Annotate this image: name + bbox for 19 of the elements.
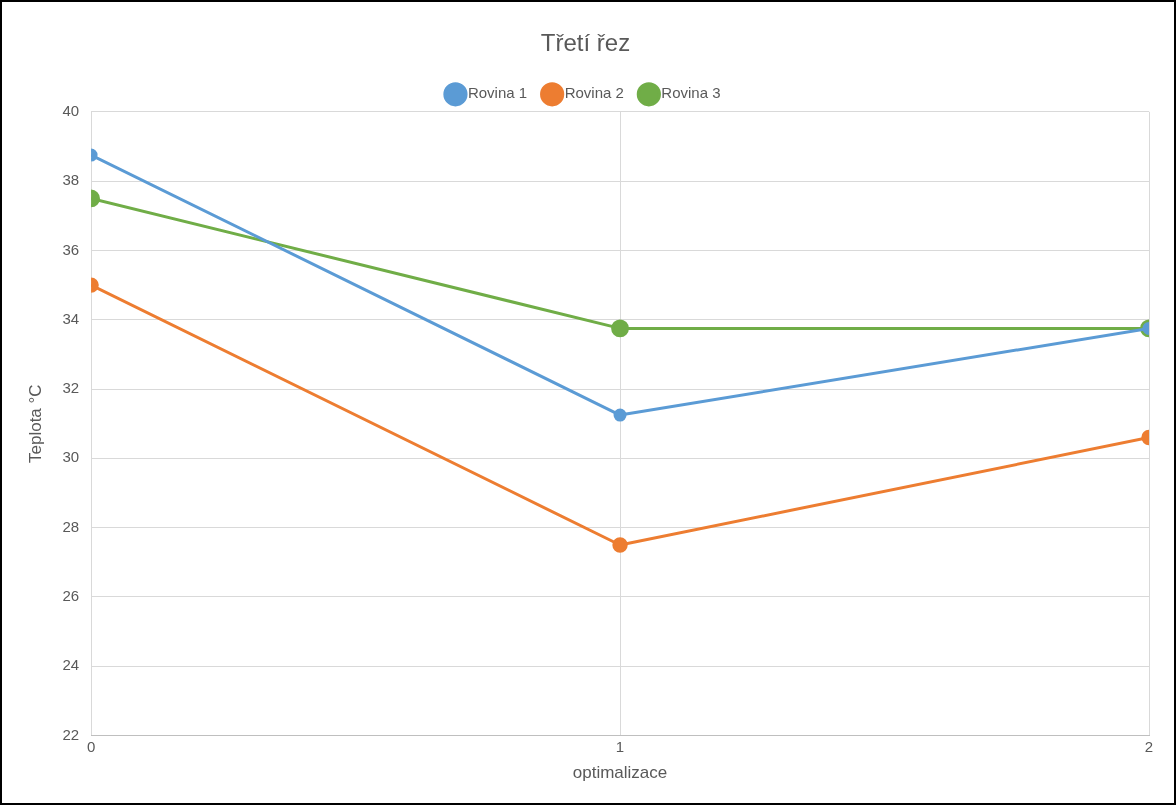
y-tick-label: 36 — [62, 240, 80, 258]
y-tick-label: 28 — [62, 517, 80, 535]
chart-title: Třetí řez — [540, 29, 631, 57]
legend-label: Rovina 2 — [564, 84, 624, 102]
y-tick-label: 22 — [62, 725, 80, 743]
legend-label: Rovina 1 — [467, 84, 528, 102]
x-tick-label: 1 — [615, 737, 625, 755]
y-tick-label: 32 — [62, 379, 80, 397]
y-tick-label: 26 — [62, 587, 80, 605]
y-tick-label: 34 — [62, 309, 80, 327]
x-tick-label: 2 — [1144, 737, 1154, 755]
x-axis-title: optimalizace — [572, 763, 668, 783]
y-tick-label: 38 — [62, 171, 80, 189]
y-axis-title: Teplota °C — [25, 384, 45, 464]
y-tick-label: 40 — [62, 101, 80, 119]
x-tick-label: 0 — [86, 737, 96, 755]
y-tick-label: 24 — [62, 656, 80, 674]
legend-label: Rovina 3 — [661, 84, 721, 102]
y-tick-label: 30 — [62, 448, 80, 466]
